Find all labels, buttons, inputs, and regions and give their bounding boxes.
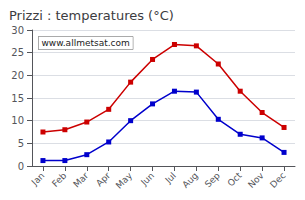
svg-text:25: 25: [11, 47, 24, 58]
svg-text:0: 0: [18, 161, 24, 172]
svg-text:30: 30: [11, 25, 24, 36]
svg-text:Aug: Aug: [180, 170, 199, 189]
svg-text:Jul: Jul: [163, 170, 178, 185]
svg-text:Sep: Sep: [203, 170, 222, 189]
svg-text:Nov: Nov: [246, 170, 266, 190]
svg-text:Prizzi : temperatures (°C): Prizzi : temperatures (°C): [9, 8, 174, 23]
svg-text:www.allmetsat.com: www.allmetsat.com: [42, 38, 130, 48]
svg-text:Jun: Jun: [138, 170, 156, 188]
svg-text:May: May: [114, 170, 135, 191]
svg-text:Oct: Oct: [226, 170, 244, 188]
svg-text:Mar: Mar: [71, 170, 90, 189]
svg-text:5: 5: [18, 138, 24, 149]
svg-text:Feb: Feb: [50, 170, 69, 189]
svg-text:Apr: Apr: [94, 170, 112, 188]
svg-text:Dec: Dec: [268, 170, 287, 189]
svg-text:Jan: Jan: [29, 170, 47, 188]
svg-text:20: 20: [11, 70, 24, 81]
svg-text:15: 15: [11, 93, 24, 104]
svg-text:10: 10: [11, 115, 24, 126]
